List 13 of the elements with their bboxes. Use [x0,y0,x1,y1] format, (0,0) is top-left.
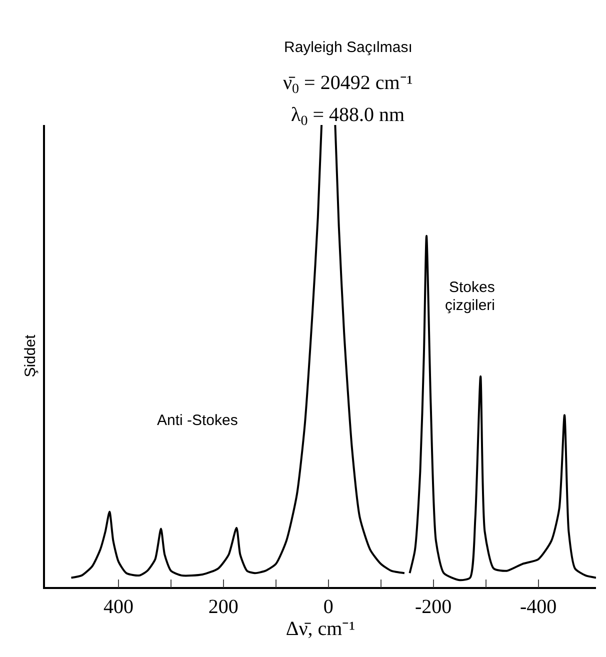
annotation: Anti -Stokes [157,412,238,429]
annotation: Stokes [449,279,495,296]
x-tick-label: 200 [208,596,238,618]
x-tick-label: 0 [323,596,334,618]
x-tick-label: 400 [103,596,134,618]
y-axis-title: Şiddet [22,334,39,378]
annotation: çizgileri [445,297,496,314]
text: Rayleigh Saçılması [284,39,412,56]
x-tick-label: -200 [414,596,452,618]
x-axis-title: Δν̄, cm⁻¹ [286,618,356,640]
x-tick-label: -400 [520,596,557,618]
annotation: λ$_{0}$ = 488.0 nm [291,104,405,130]
text: ν̄$_{0}$ = 20492 cm⁻¹ [283,72,413,98]
